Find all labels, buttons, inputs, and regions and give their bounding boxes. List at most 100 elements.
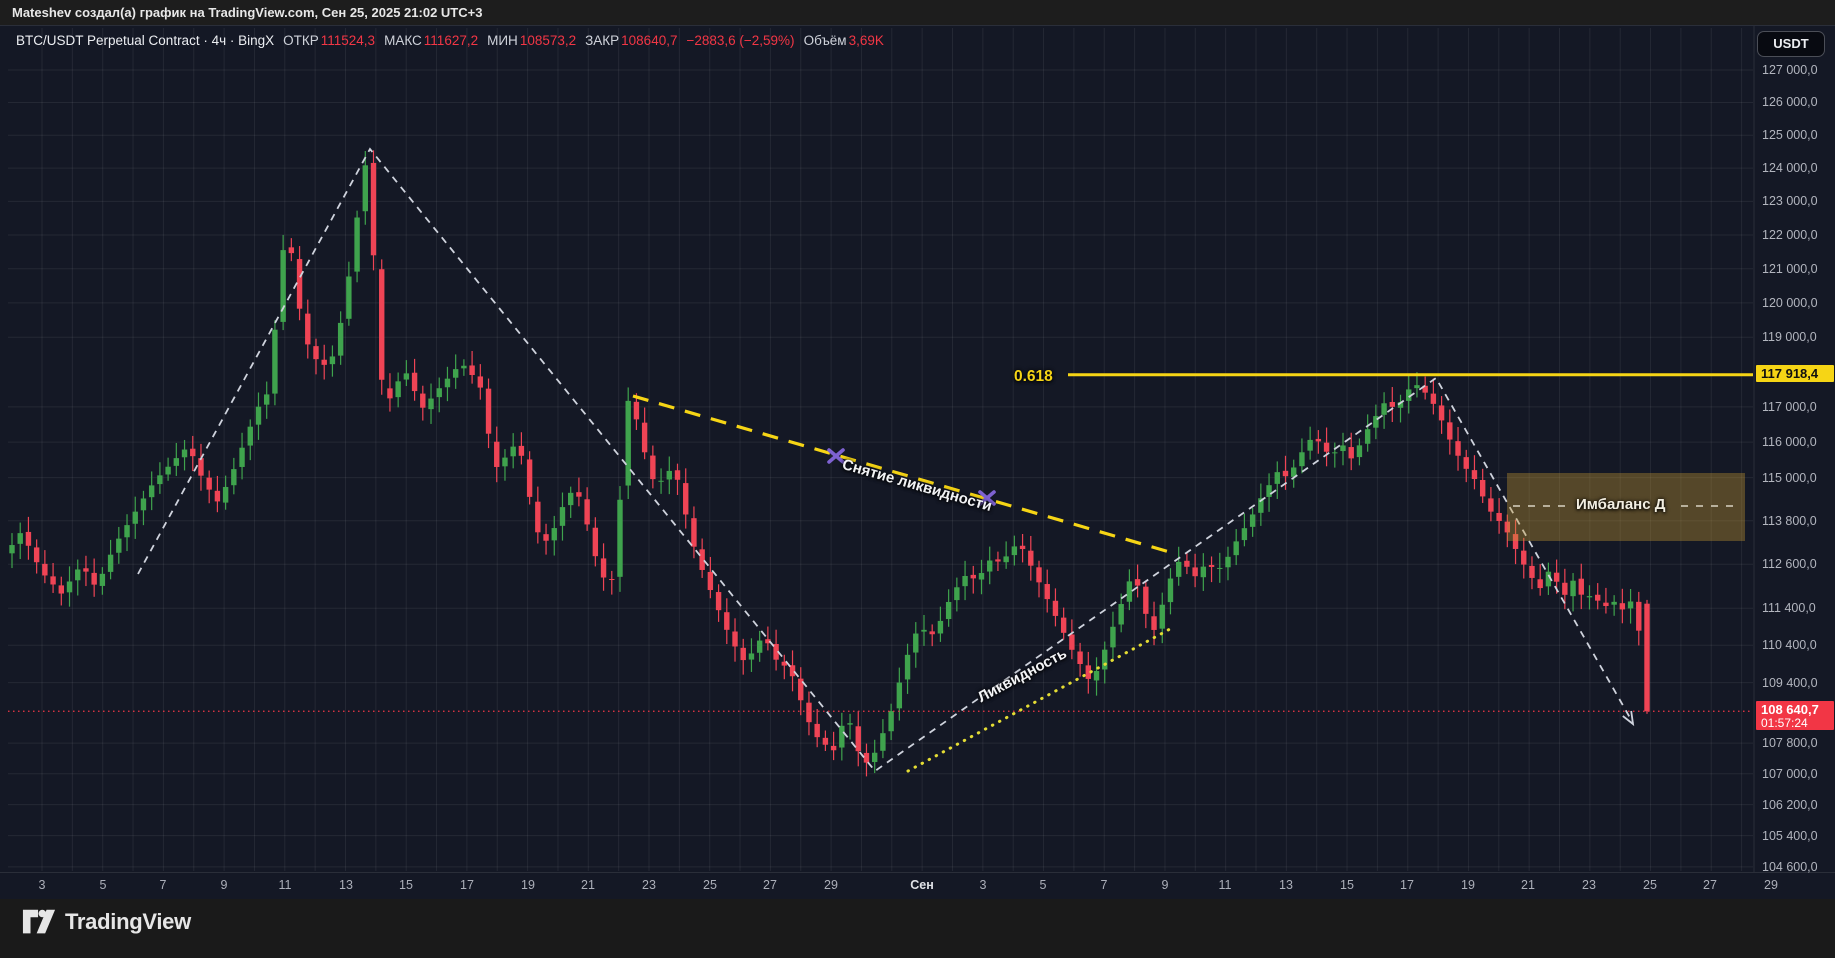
candle-body: [1077, 651, 1083, 665]
candle-body: [830, 745, 837, 751]
time-axis-label: 21: [1521, 878, 1535, 892]
candle-body: [337, 322, 344, 356]
candle-body: [1233, 541, 1239, 556]
candle-body: [1636, 601, 1642, 631]
candle-body: [756, 640, 763, 653]
candle-body: [17, 533, 23, 544]
candle-body: [1134, 579, 1141, 586]
candle-body: [1562, 582, 1568, 595]
time-axis-label: 15: [1340, 878, 1354, 892]
candle-body: [1258, 498, 1264, 513]
candle-body: [1217, 567, 1223, 569]
trend-arrowhead: [1622, 710, 1635, 727]
candle-body: [379, 269, 385, 380]
price-axis-label: 112 600,0: [1762, 557, 1817, 572]
symbol-title[interactable]: BTC/USDT Perpetual Contract · 4ч · BingX: [16, 33, 275, 48]
x-mark-icon[interactable]: [827, 448, 845, 464]
imbalance-label[interactable]: Имбаланс Д: [1576, 496, 1666, 513]
candle-body: [707, 571, 714, 591]
candle-body: [699, 549, 705, 570]
candle-body: [288, 247, 295, 254]
footer-bar: TradingView: [0, 899, 1835, 958]
price-axis-label: 107 800,0: [1762, 736, 1818, 751]
candle-body: [1406, 389, 1412, 401]
candle-body: [847, 723, 853, 725]
candle-body: [1126, 581, 1133, 602]
candle-body: [1052, 600, 1059, 616]
candle-body: [190, 448, 196, 457]
currency-toggle-button[interactable]: USDT: [1757, 31, 1825, 57]
trend-zigzag-line[interactable]: [137, 147, 1634, 773]
candle-body: [880, 733, 886, 751]
candle-body: [518, 445, 525, 456]
time-axis-label: 23: [642, 878, 656, 892]
candle-body: [1159, 604, 1165, 629]
candle-body: [494, 441, 500, 467]
candle-body: [272, 329, 278, 394]
price-axis-label: 127 000,0: [1762, 63, 1818, 77]
candle-body: [469, 365, 475, 376]
candle-body: [567, 492, 574, 506]
candle-body: [461, 365, 467, 369]
candle-body: [1356, 445, 1363, 458]
candle-body: [33, 547, 40, 563]
x-mark-icon[interactable]: [978, 490, 996, 506]
candle-body: [641, 422, 648, 453]
time-axis[interactable]: 3 5 7 9 11 13 15 17 19 21 23 25 27 29 Сен 3 5 7 9 11 13 15 17 1…: [0, 872, 1835, 900]
time-axis-label: 3: [979, 878, 987, 892]
candle-body: [1315, 438, 1322, 442]
candle-body: [116, 538, 122, 553]
fib-level-label[interactable]: 0.618: [1014, 368, 1053, 385]
ohlc-close: ЗАКР 108640,7: [585, 33, 678, 48]
liquidity-grab-line[interactable]: [632, 394, 1174, 555]
candle-body: [124, 525, 130, 538]
price-axis-label: 123 000,0: [1762, 194, 1818, 209]
candle-body: [1019, 545, 1026, 550]
candle-body: [1299, 452, 1305, 467]
price-axis-label: 122 000,0: [1762, 227, 1818, 242]
candle-body: [526, 459, 533, 497]
candle-body: [1430, 393, 1437, 404]
ohlc-high: МАКС 111627,2: [384, 33, 479, 48]
candle-body: [1348, 447, 1354, 459]
last-price-axis-tag: 108 640,7 01:57:24: [1756, 701, 1834, 731]
fib-price-axis-tag: 117 918,4: [1756, 364, 1834, 382]
candle-body: [239, 447, 245, 467]
price-axis-label: 111 400,0: [1762, 601, 1816, 616]
candle-body: [535, 501, 541, 533]
symbol-legend[interactable]: BTC/USDT Perpetual Contract · 4ч · BingX…: [16, 33, 884, 48]
time-axis-label: 3: [38, 878, 46, 892]
candle-body: [1397, 402, 1404, 408]
imbalance-zone-box[interactable]: [1507, 473, 1745, 541]
candle-body: [1553, 572, 1560, 582]
candle-body: [1175, 561, 1182, 577]
candle-body: [863, 752, 870, 763]
candlestick-chart-canvas[interactable]: [0, 26, 1835, 899]
candle-body: [1332, 452, 1338, 454]
candle-body: [477, 376, 484, 388]
candle-body: [1184, 560, 1190, 567]
time-axis-label: 19: [521, 878, 535, 892]
candle-body: [592, 527, 599, 557]
last-price-value: 108 640,7: [1761, 702, 1819, 718]
time-axis-label: 29: [1764, 878, 1778, 892]
candle-body: [1447, 422, 1453, 440]
candle-body: [1422, 385, 1428, 393]
price-axis-label: 119 000,0: [1762, 330, 1817, 345]
candle-body: [773, 643, 779, 660]
candle-body: [25, 531, 32, 546]
candle-body: [66, 581, 73, 593]
candle-body: [839, 725, 845, 748]
liquidity-dotted-line[interactable]: [906, 627, 1172, 773]
candle-body: [387, 388, 393, 399]
time-axis-label: 29: [824, 878, 838, 892]
candle-body: [502, 457, 508, 467]
price-axis-label: 117 000,0: [1762, 399, 1817, 414]
candle-body: [75, 569, 81, 581]
candle-body: [1373, 416, 1379, 428]
candle-body: [921, 629, 927, 632]
candle-body: [107, 554, 114, 572]
candle-body: [452, 369, 459, 378]
chart-pane[interactable]: BTC/USDT Perpetual Contract · 4ч · BingX…: [0, 25, 1835, 899]
